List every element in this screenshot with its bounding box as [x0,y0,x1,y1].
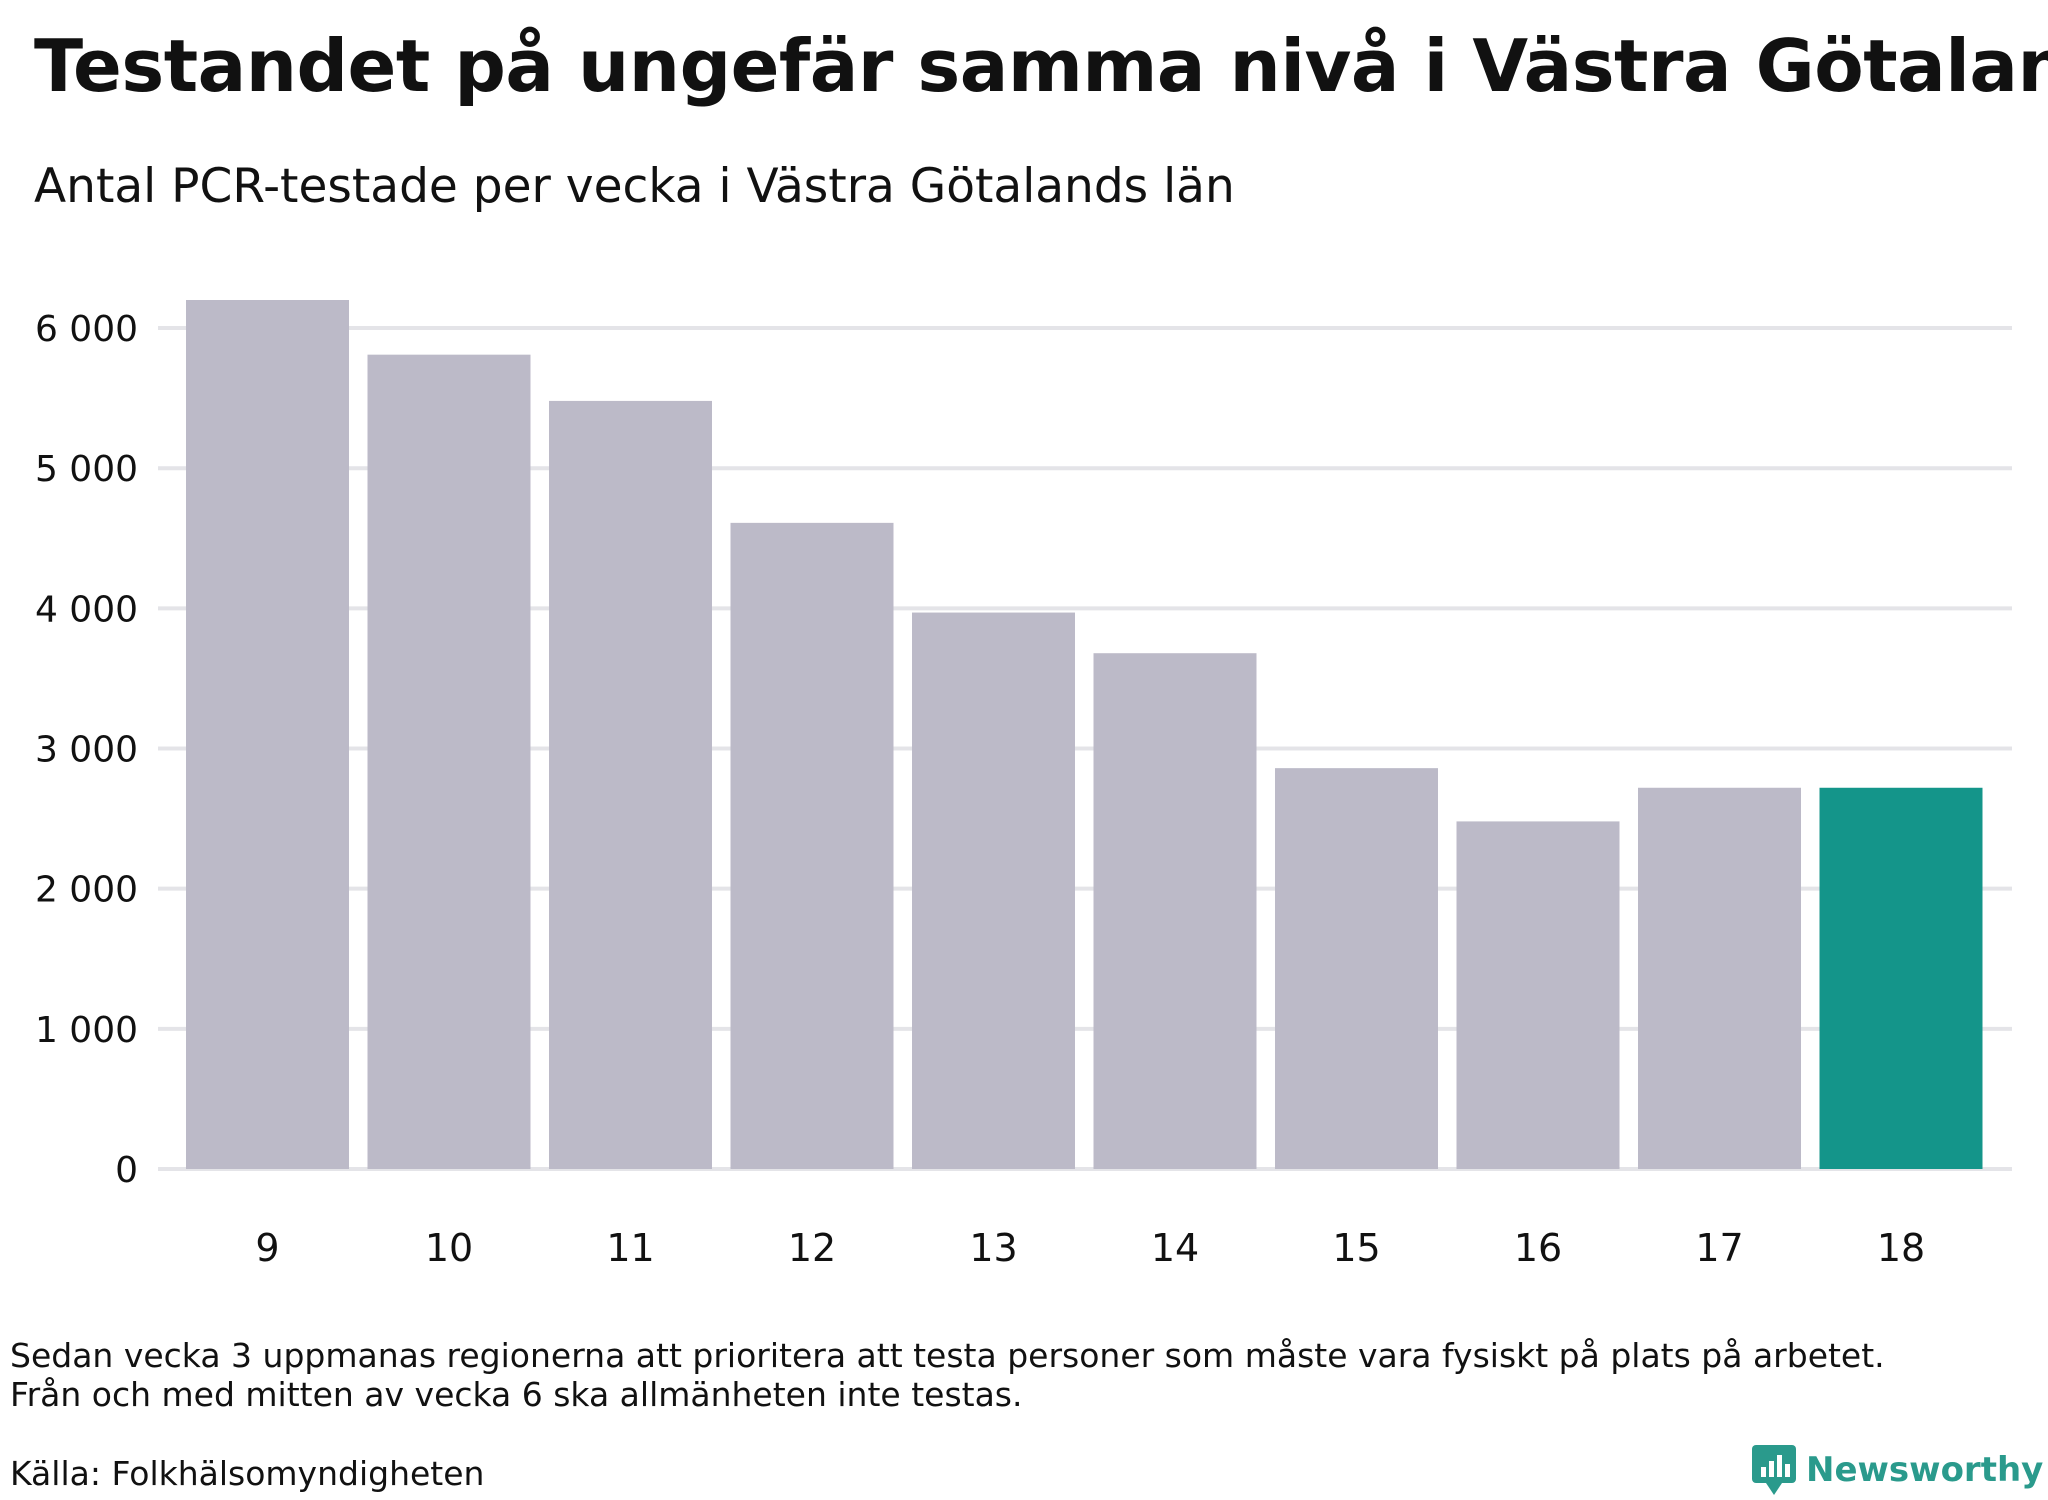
bar-week-17 [1638,787,1801,1169]
bar-week-12 [730,522,894,1169]
x-tick-label: 18 [1877,1226,1925,1270]
chart-note-line-2: Från och med mitten av vecka 6 ska allmä… [10,1375,1023,1414]
y-tick-label: 4 000 [35,589,138,630]
x-tick-label: 17 [1695,1226,1743,1270]
y-tick-label: 1 000 [35,1010,138,1051]
bar-week-14 [1093,653,1257,1169]
bar-week-18 [1819,787,1983,1169]
bar-week-13 [912,612,1075,1169]
bar-chart: 0 1 000 2 000 3 000 4 000 5 000 6 000 9 10 11 12 1… [35,300,2012,1270]
y-axis-tick-labels: 0 1 000 2 000 3 000 4 000 5 000 6 000 [35,309,138,1191]
x-tick-label: 12 [788,1226,836,1270]
bar-week-15 [1275,768,1438,1169]
x-tick-label: 16 [1514,1226,1562,1270]
chart-note: Sedan vecka 3 uppmanas regionerna att pr… [10,1336,1885,1414]
y-tick-label: 3 000 [35,730,138,771]
brand-logo[interactable]: Newsworthy [1752,1445,2043,1495]
chart-subtitle: Antal PCR-testade per vecka i Västra Göt… [34,159,1235,214]
bar-week-10 [367,354,531,1169]
source-label: Källa: Folkhälsomyndigheten [10,1454,485,1493]
x-tick-label: 15 [1332,1226,1380,1270]
brand-name: Newsworthy [1806,1450,2044,1490]
bar-week-9 [186,300,349,1169]
x-axis-tick-labels: 9 10 11 12 13 14 15 16 17 18 [255,1226,1925,1270]
bar-week-16 [1456,821,1620,1169]
chart-title: Testandet på ungefär samma nivå i Västra… [34,24,2048,108]
x-tick-label: 11 [606,1226,654,1270]
x-tick-label: 9 [255,1226,279,1270]
y-tick-label: 5 000 [35,449,138,490]
bars [186,300,1983,1169]
bar-week-11 [549,400,712,1169]
newsworthy-logo-icon [1752,1445,1796,1495]
chart-note-line-1: Sedan vecka 3 uppmanas regionerna att pr… [10,1336,1885,1375]
y-tick-label: 6 000 [35,309,138,350]
y-tick-label: 2 000 [35,870,138,911]
x-tick-label: 13 [969,1226,1017,1270]
x-tick-label: 10 [425,1226,473,1270]
x-tick-label: 14 [1151,1226,1199,1270]
y-tick-label: 0 [115,1150,138,1191]
